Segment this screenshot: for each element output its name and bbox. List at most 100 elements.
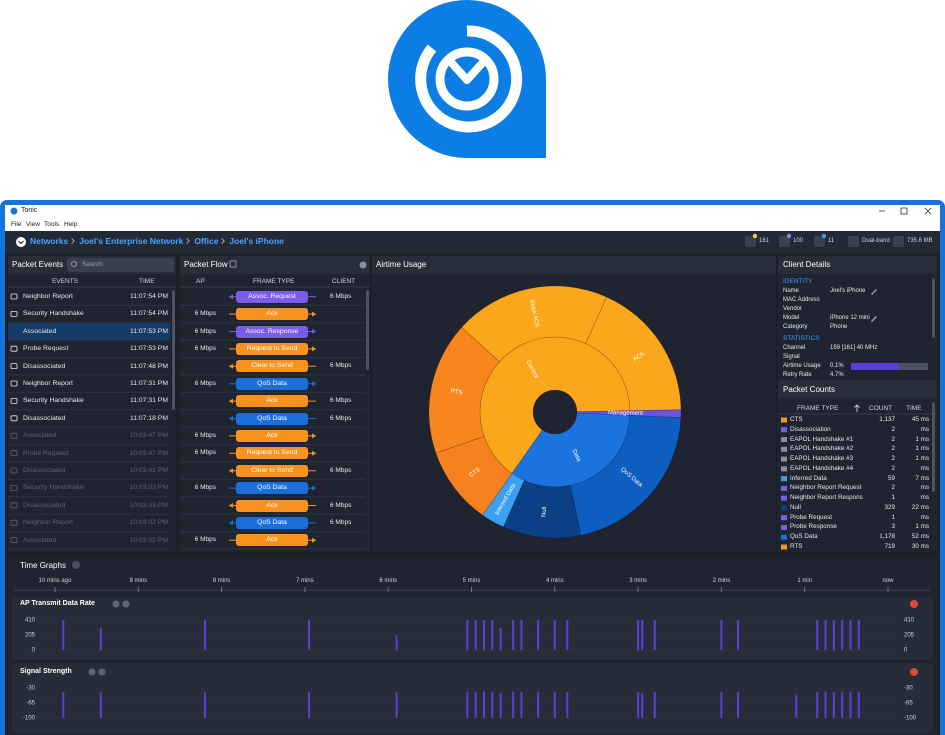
- frame-pill[interactable]: Clear to Send: [236, 360, 308, 373]
- graph-icon: [98, 668, 106, 676]
- frame-type: EAPOL Handshake #3: [790, 455, 854, 463]
- frame-pill[interactable]: Ack: [236, 499, 308, 512]
- spike: [499, 693, 502, 718]
- event-icon: [10, 537, 18, 543]
- frame-type: Null: [790, 503, 801, 511]
- y-tick-label: 410: [904, 618, 915, 624]
- flow-client: 6 Mbps: [330, 501, 352, 509]
- graph-card: [12, 597, 933, 660]
- event-name[interactable]: Associated: [23, 536, 57, 544]
- status-text: 11: [828, 238, 835, 244]
- count: 1: [891, 513, 895, 521]
- status-dot: [786, 233, 792, 239]
- event-name[interactable]: Security Handshake: [23, 397, 84, 405]
- y-tick-label: -100: [904, 716, 917, 722]
- count: 719: [884, 543, 895, 550]
- segment-label: ACK: [632, 351, 646, 363]
- frame-pill[interactable]: Ack: [236, 534, 308, 547]
- spike: [653, 620, 656, 650]
- event-name[interactable]: Probe Request: [23, 449, 69, 457]
- frame-pill[interactable]: QoS Data: [236, 377, 308, 390]
- type-swatch: [781, 466, 787, 472]
- arrow-head: [312, 311, 316, 317]
- sunburst-segment: [569, 415, 682, 536]
- search-icon: [71, 261, 77, 267]
- menu-item[interactable]: Help: [64, 221, 78, 228]
- scrollbar: [172, 290, 175, 410]
- window-controls[interactable]: [879, 207, 932, 215]
- event-name[interactable]: Security Handshake: [23, 310, 84, 318]
- nav-icon[interactable]: [16, 237, 26, 247]
- detail-value: 4.7%: [830, 372, 844, 378]
- event-name[interactable]: Associated: [23, 327, 57, 335]
- sunburst-segment: [482, 473, 525, 528]
- arrow-head: [229, 520, 233, 526]
- breadcrumb-item[interactable]: Networks: [30, 236, 69, 246]
- frame-pill[interactable]: Request to Send: [236, 447, 308, 460]
- status-text: 100: [793, 238, 804, 244]
- count: 2: [891, 425, 895, 433]
- event-name[interactable]: Disassociated: [23, 467, 66, 474]
- event-name[interactable]: Neighbor Report: [23, 519, 73, 527]
- frame-pill[interactable]: QoS Data: [236, 412, 308, 425]
- y-tick-label: 0: [904, 648, 908, 654]
- spike: [857, 692, 860, 718]
- arrow-head: [312, 381, 316, 387]
- graph-card: [12, 663, 933, 733]
- spike: [62, 692, 65, 718]
- event-name[interactable]: Associated: [23, 432, 57, 440]
- spike: [720, 620, 723, 650]
- event-name[interactable]: Probe Request: [23, 345, 69, 353]
- arrow-head: [229, 416, 233, 421]
- breadcrumb-item[interactable]: Joel's iPhone: [218, 236, 283, 246]
- frame-pill[interactable]: Ack: [236, 429, 308, 442]
- flow-ap: 6 Mbps: [194, 484, 216, 492]
- detail-label: Category: [783, 324, 808, 330]
- column-header: COUNT: [869, 405, 893, 412]
- search-placeholder[interactable]: Search: [82, 261, 103, 268]
- search-box[interactable]: [67, 258, 174, 272]
- spike: [566, 620, 569, 650]
- event-name[interactable]: Neighbor Report: [23, 293, 73, 300]
- type-swatch: [781, 515, 787, 521]
- breadcrumb-item[interactable]: Joel's Enterprise Network: [68, 236, 183, 246]
- count: 59: [887, 474, 895, 482]
- graph-icon: [112, 600, 120, 608]
- arrow-head: [229, 363, 233, 369]
- close-icon: [359, 261, 367, 269]
- event-time: 10:03:02 PM: [129, 519, 168, 527]
- event-name[interactable]: Neighbor Report: [23, 380, 73, 387]
- breadcrumb-item[interactable]: Office: [183, 236, 218, 246]
- event-name[interactable]: Security Handshake: [23, 484, 84, 492]
- status-text: Dual-band: [862, 238, 890, 244]
- event-name[interactable]: Disassociated: [23, 501, 66, 509]
- frame-pill[interactable]: Assoc. Request: [236, 290, 308, 303]
- frame-pill[interactable]: Ack: [236, 308, 308, 321]
- arrow-head: [312, 329, 316, 334]
- frame-type: Disassociation: [790, 425, 831, 433]
- frame-pill[interactable]: Ack: [236, 395, 308, 408]
- type-swatch: [781, 534, 787, 540]
- scrollbar: [932, 278, 935, 338]
- frame-pill[interactable]: Clear to Send: [236, 464, 308, 477]
- status-icon: [814, 236, 825, 247]
- details-panel: [778, 256, 937, 552]
- event-time: 10:03:03 PM: [129, 484, 168, 492]
- type-swatch: [781, 427, 787, 433]
- menu-item[interactable]: View: [26, 221, 40, 228]
- type-swatch: [781, 456, 787, 462]
- menu-item[interactable]: Tools: [44, 221, 60, 228]
- time: 52 ms: [911, 533, 929, 541]
- menu-item[interactable]: File: [11, 221, 22, 228]
- count: 1: [891, 494, 895, 502]
- frame-pill[interactable]: QoS Data: [236, 516, 308, 529]
- frame-pill[interactable]: QoS Data: [236, 482, 308, 495]
- y-tick-label: 0: [32, 648, 36, 654]
- frame-pill[interactable]: Request to Send: [236, 342, 308, 355]
- event-name[interactable]: Disassociated: [23, 414, 66, 422]
- event-name[interactable]: Disassociated: [23, 362, 66, 370]
- status-icon: [779, 236, 790, 247]
- nav-icon: [18, 240, 24, 245]
- frame-pill[interactable]: Assoc. Response: [236, 325, 308, 338]
